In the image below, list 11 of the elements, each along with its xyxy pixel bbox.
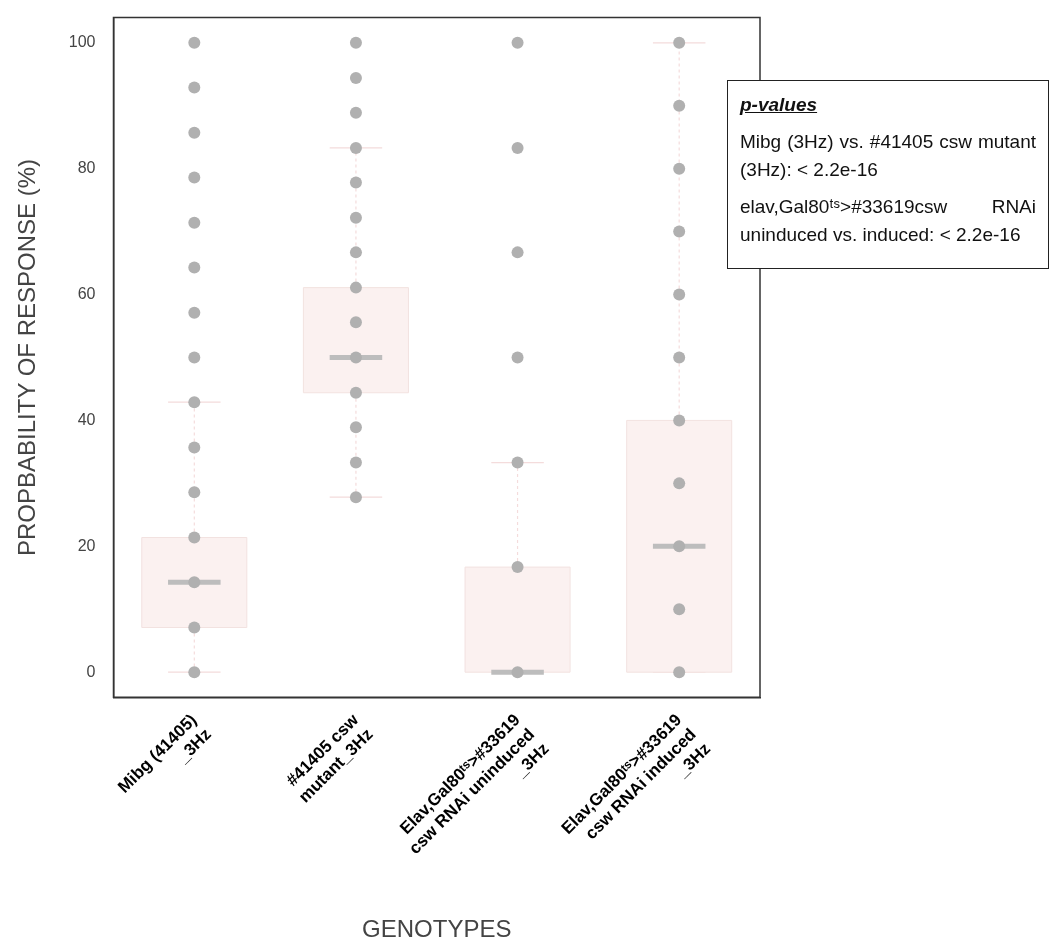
- y-tick-label: 80: [77, 159, 96, 177]
- y-tick-label: 100: [68, 33, 96, 51]
- y-tick-label: 20: [77, 536, 96, 554]
- x-axis-title: GENOTYPES: [362, 915, 512, 943]
- y-tick-label: 40: [77, 410, 96, 428]
- y-axis-title: PROPBABILITY OF RESPONSE (%): [13, 158, 41, 556]
- annotation: p-values: [740, 93, 819, 117]
- annotation: Mibg (3Hz) vs. #41405 csw mutant (3Hz): < 2.2e-16: [740, 129, 1036, 182]
- y-tick-label: 60: [77, 284, 96, 302]
- y-tick-label: 0: [86, 662, 96, 680]
- annotation: elav,Gal80ᵗˢ>#33619csw RNAi uninduced vs. induced: < 2.2e-16: [740, 194, 1036, 247]
